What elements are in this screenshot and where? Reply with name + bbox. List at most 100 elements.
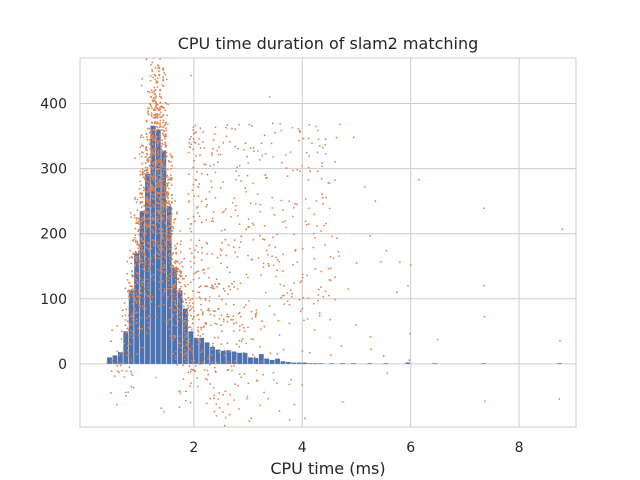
scatter-point <box>125 331 128 334</box>
scatter-point <box>174 273 176 275</box>
scatter-point <box>142 307 145 310</box>
scatter-point <box>156 164 159 166</box>
scatter-point <box>150 96 153 99</box>
scatter-point <box>198 183 201 185</box>
scatter-point <box>247 254 249 257</box>
scatter-point <box>156 220 159 223</box>
scatter-point <box>317 129 319 132</box>
scatter-point <box>308 351 311 354</box>
histogram-bar <box>128 290 134 364</box>
scatter-point <box>144 177 147 180</box>
scatter-point <box>116 370 119 373</box>
scatter-point <box>223 290 226 292</box>
x-tick-label: 6 <box>406 440 415 456</box>
scatter-point <box>134 236 137 239</box>
scatter-point <box>230 318 232 321</box>
scatter-point <box>222 320 225 323</box>
scatter-point <box>155 376 157 379</box>
scatter-point <box>301 276 304 279</box>
scatter-point <box>292 215 294 218</box>
scatter-point <box>288 383 291 386</box>
scatter-point <box>183 349 186 351</box>
scatter-point <box>189 326 192 328</box>
scatter-point <box>220 249 223 252</box>
scatter-point <box>209 397 212 400</box>
scatter-point <box>408 359 411 362</box>
scatter-point <box>276 258 279 261</box>
scatter-point <box>147 199 150 202</box>
scatter-point <box>163 124 166 126</box>
scatter-point <box>130 385 133 388</box>
scatter-point <box>213 314 216 317</box>
scatter-point <box>150 175 153 178</box>
scatter-point <box>169 335 172 337</box>
histogram-bar <box>351 363 356 364</box>
scatter-point <box>203 368 206 371</box>
scatter-point <box>161 132 164 135</box>
scatter-point <box>158 248 161 250</box>
scatter-point <box>157 180 160 183</box>
scatter-point <box>209 383 211 385</box>
scatter-point <box>155 316 158 318</box>
scatter-point <box>158 253 160 256</box>
scatter-point <box>307 297 310 299</box>
scatter-point <box>184 317 187 320</box>
scatter-point <box>141 226 144 229</box>
scatter-point <box>319 286 322 288</box>
scatter-point <box>146 152 148 155</box>
scatter-point <box>136 353 138 356</box>
scatter-point <box>224 390 227 393</box>
x-tick-label: 8 <box>515 440 524 456</box>
scatter-point <box>179 272 182 275</box>
scatter-point <box>134 265 137 267</box>
scatter-point <box>334 160 337 163</box>
scatter-point <box>140 206 143 209</box>
scatter-point <box>160 166 163 169</box>
scatter-point <box>322 295 325 298</box>
scatter-point <box>159 160 162 162</box>
scatter-point <box>158 305 160 307</box>
scatter-point <box>143 251 146 254</box>
scatter-point <box>250 124 253 127</box>
scatter-point <box>139 173 142 176</box>
scatter-point <box>209 355 211 358</box>
scatter-point <box>147 159 150 162</box>
scatter-point <box>152 187 155 189</box>
scatter-point <box>272 264 275 267</box>
scatter-point <box>137 247 140 250</box>
scatter-point <box>154 190 157 193</box>
scatter-point <box>170 293 172 295</box>
scatter-point <box>216 323 218 325</box>
scatter-point <box>134 312 137 314</box>
scatter-point <box>288 418 291 421</box>
scatter-point <box>171 270 174 272</box>
scatter-point <box>167 319 170 321</box>
scatter-point <box>200 326 202 329</box>
scatter-point <box>228 271 231 274</box>
scatter-point <box>206 369 209 372</box>
scatter-point <box>151 107 153 110</box>
scatter-point <box>224 416 227 419</box>
scatter-point <box>247 226 250 229</box>
scatter-point <box>157 142 160 145</box>
scatter-point <box>236 256 239 258</box>
scatter-point <box>189 305 192 307</box>
scatter-point <box>307 223 310 226</box>
scatter-point <box>137 243 140 246</box>
scatter-point <box>369 234 371 237</box>
scatter-point <box>213 410 216 413</box>
scatter-point <box>158 232 161 234</box>
scatter-point <box>140 317 143 319</box>
scatter-point <box>245 228 248 231</box>
scatter-point <box>272 371 275 374</box>
scatter-point <box>292 263 294 266</box>
scatter-point <box>224 208 227 211</box>
scatter-point <box>131 319 134 321</box>
scatter-point <box>257 257 260 259</box>
scatter-point <box>171 272 174 275</box>
scatter-point <box>169 221 172 224</box>
scatter-point <box>237 384 240 387</box>
scatter-point <box>135 221 138 224</box>
scatter-point <box>164 122 167 125</box>
scatter-point <box>135 318 138 321</box>
